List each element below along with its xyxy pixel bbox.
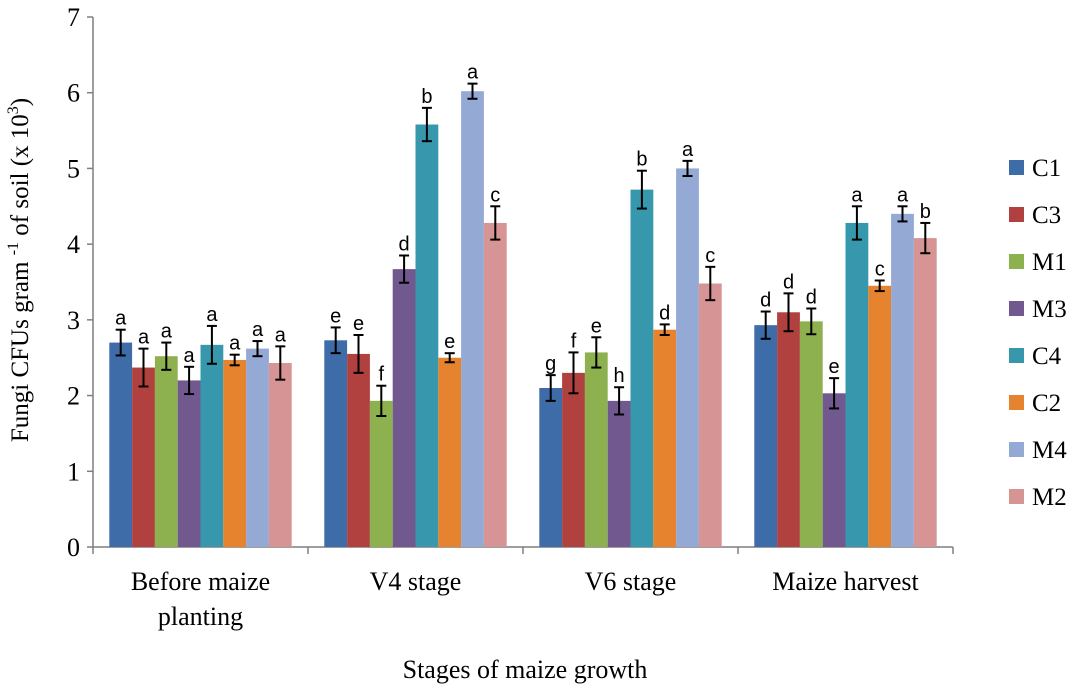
bar-m4 — [676, 168, 699, 547]
legend: C1 C3 M1 M3 C4 C2 M4 M2 — [1009, 155, 1067, 511]
bar-c1 — [539, 388, 563, 547]
y-tick-label: 4 — [67, 230, 80, 259]
category-label: Maize harvest — [772, 567, 919, 596]
legend-swatch-c4 — [1009, 348, 1024, 363]
significance-letter: e — [829, 356, 840, 378]
bar-c1 — [324, 340, 348, 547]
legend-swatch-m1 — [1009, 254, 1024, 269]
bar-c3 — [132, 367, 155, 547]
bar-m3 — [607, 400, 631, 547]
bar-m4 — [246, 348, 269, 547]
legend-label: M2 — [1032, 484, 1067, 511]
bar-c3 — [777, 312, 800, 547]
category-labels: Before maize planting V4 stage V6 stage Maiz… — [131, 567, 920, 631]
legend-swatch-c2 — [1009, 395, 1024, 410]
bar-m3 — [392, 269, 416, 547]
significance-letter: d — [760, 290, 771, 312]
significance-letter: d — [783, 271, 794, 293]
significance-letter: c — [875, 258, 885, 280]
bar-c3 — [347, 353, 370, 547]
significance-letter: d — [806, 287, 817, 309]
significance-letter: a — [682, 139, 694, 161]
bar-m3 — [822, 393, 846, 547]
legend-swatch-c3 — [1009, 207, 1024, 222]
bar-m1 — [799, 321, 823, 547]
y-tick-label: 5 — [67, 154, 80, 183]
bar-c2 — [223, 359, 247, 547]
bar-m2 — [913, 238, 937, 548]
legend-label: C4 — [1032, 343, 1062, 370]
significance-letter: a — [184, 345, 196, 367]
bar-c4 — [415, 124, 439, 547]
x-axis-label: Stages of maize growth — [403, 655, 648, 684]
legend-label: M3 — [1032, 296, 1067, 323]
significance-letter: a — [897, 184, 909, 206]
significance-letter: a — [252, 319, 264, 341]
significance-letter: a — [115, 308, 127, 330]
significance-letter: c — [705, 245, 715, 267]
bar-m1 — [584, 352, 608, 547]
significance-letter: a — [467, 62, 479, 84]
significance-letter: e — [353, 313, 364, 335]
significance-letter: a — [229, 333, 241, 355]
significance-letter: a — [851, 184, 863, 206]
significance-letter: b — [920, 201, 931, 223]
y-tick-label: 0 — [67, 533, 80, 562]
category-label: planting — [158, 602, 243, 631]
significance-letter: c — [490, 184, 500, 206]
significance-letter: b — [636, 149, 647, 171]
significance-letter: h — [614, 365, 625, 387]
significance-letter: a — [138, 327, 150, 349]
significance-letter: b — [421, 86, 432, 108]
significance-letter: a — [206, 304, 218, 326]
legend-label: M4 — [1032, 437, 1067, 464]
significance-letter: f — [571, 330, 577, 352]
legend-label: C2 — [1032, 390, 1061, 417]
bar-m1 — [154, 356, 178, 547]
bar-c1 — [109, 342, 133, 547]
y-tick-label: 1 — [67, 457, 80, 486]
y-tick-label: 2 — [67, 382, 80, 411]
significance-letter: e — [444, 331, 455, 353]
bar-c4 — [845, 222, 869, 547]
significance-letter: e — [330, 305, 341, 327]
bar-m1 — [369, 400, 393, 547]
bar-m2 — [698, 283, 722, 547]
category-label: Before maize — [131, 567, 270, 596]
bar-m4 — [891, 213, 914, 547]
y-tick-label: 3 — [67, 306, 80, 335]
legend-label: C3 — [1032, 202, 1061, 229]
bar-c1 — [754, 325, 778, 547]
legend-swatch-c1 — [1009, 160, 1024, 175]
bar-c2 — [438, 357, 462, 547]
bar-c4 — [200, 344, 224, 547]
bar-c3 — [562, 372, 585, 547]
significance-letter: g — [545, 353, 556, 375]
significance-letter: f — [379, 364, 385, 386]
bar-m2 — [268, 363, 292, 547]
significance-letter: d — [399, 234, 410, 256]
significance-letter: a — [161, 321, 173, 343]
legend-label: C1 — [1032, 155, 1061, 182]
bar-m2 — [483, 222, 507, 547]
y-axis-label: Fungi CFUs gram -1 of soil (x 103) — [5, 98, 34, 442]
bar-m4 — [461, 91, 484, 547]
y-tick-label: 7 — [67, 3, 80, 32]
legend-swatch-m2 — [1009, 489, 1024, 504]
y-tick-label: 6 — [67, 79, 80, 108]
significance-letter: e — [591, 315, 602, 337]
legend-label: M1 — [1032, 249, 1067, 276]
legend-swatch-m3 — [1009, 301, 1024, 316]
bar-c4 — [630, 189, 654, 547]
significance-letter: d — [659, 302, 670, 324]
legend-swatch-m4 — [1009, 442, 1024, 457]
category-label: V6 stage — [585, 567, 677, 596]
bar-c2 — [868, 285, 892, 547]
bar-m3 — [177, 380, 201, 547]
bar-c2 — [653, 329, 677, 547]
significance-letter: a — [275, 324, 287, 346]
category-label: V4 stage — [370, 567, 462, 596]
